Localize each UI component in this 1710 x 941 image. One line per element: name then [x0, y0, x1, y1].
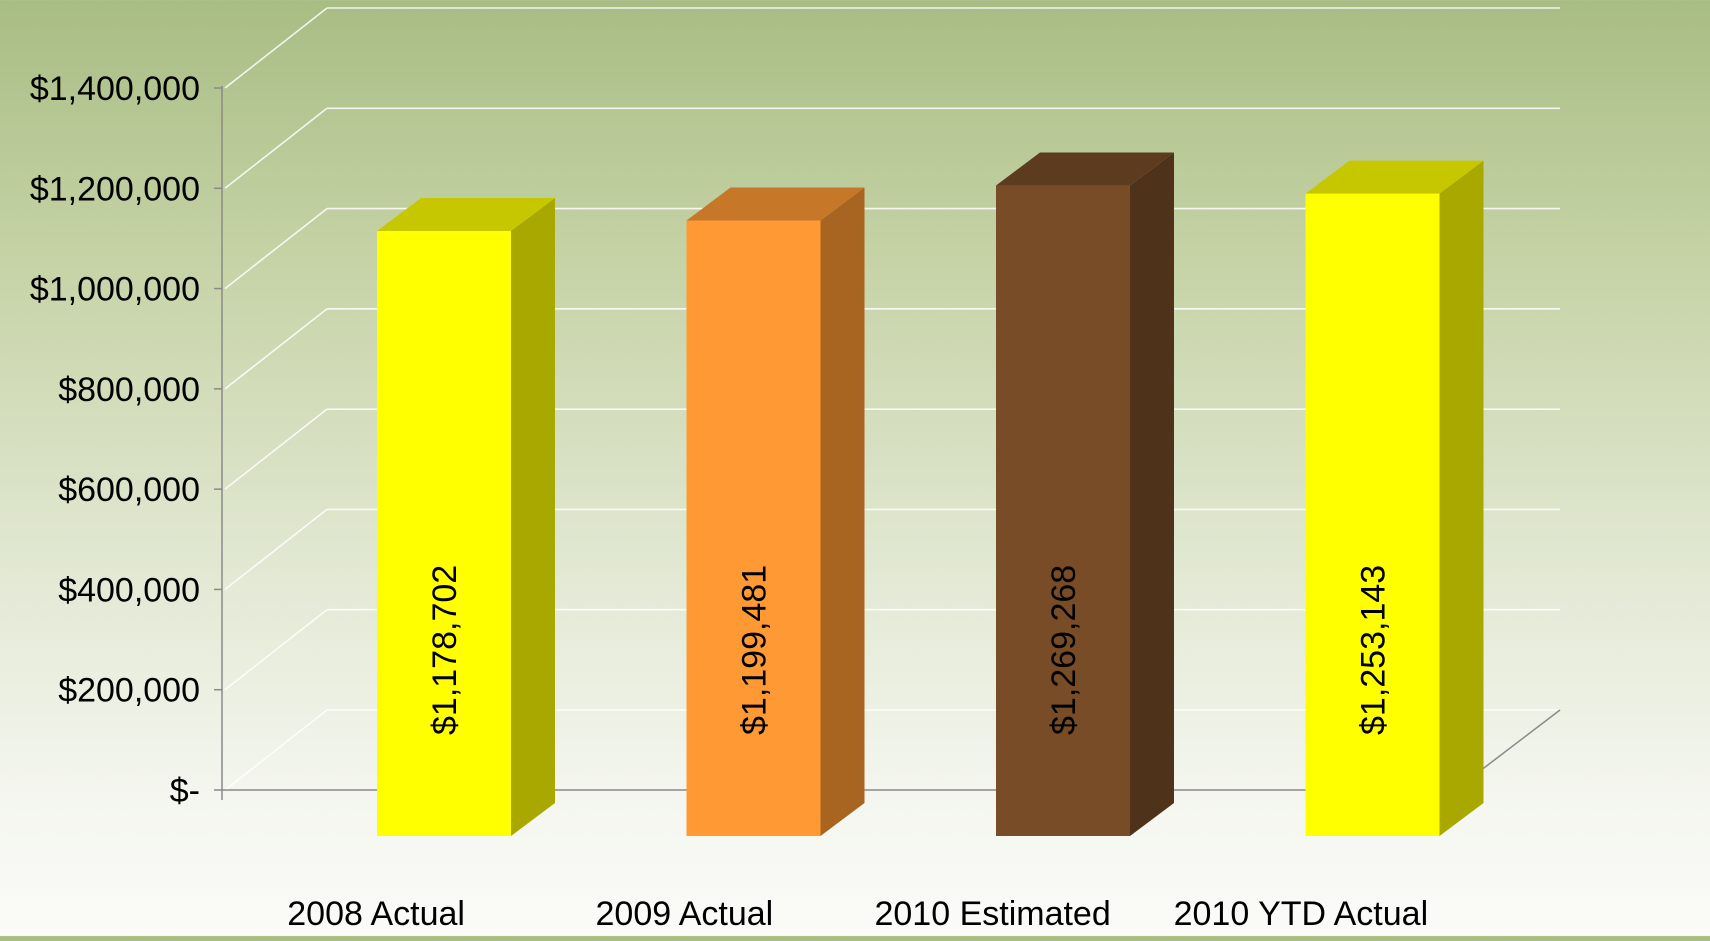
bar-front-face	[686, 220, 821, 836]
y-tick-label: $800,000	[58, 371, 200, 409]
bar-side-face	[1130, 152, 1174, 837]
bar-value-label: $1,199,481	[736, 565, 774, 735]
gridline-side	[224, 609, 328, 691]
bar-top-face	[996, 152, 1174, 186]
bar-front-face	[996, 185, 1130, 837]
bar-side-face	[1439, 160, 1484, 836]
y-tick-label: $600,000	[58, 471, 200, 509]
bar-3	[996, 152, 1174, 837]
y-tick-label: $400,000	[58, 571, 200, 609]
bar-1	[377, 197, 555, 836]
gridline-side	[224, 508, 328, 591]
bar-side-face	[820, 187, 865, 836]
bar-value-label: $1,269,268	[1045, 565, 1083, 735]
bar-side-face	[511, 197, 555, 836]
gridline-side	[224, 107, 328, 189]
y-tick-label: $1,200,000	[30, 170, 200, 208]
y-tick-label: $1,000,000	[30, 271, 200, 309]
bar-front-face	[377, 230, 511, 836]
gridline-side	[224, 7, 328, 89]
gridline-side	[224, 408, 328, 490]
bar-top-face	[686, 187, 865, 221]
gridline-side	[224, 308, 328, 390]
x-tick-label: 2010 YTD Actual	[1174, 895, 1429, 933]
x-tick-label: 2010 Estimated	[874, 895, 1110, 933]
x-tick-label: 2008 Actual	[287, 895, 465, 933]
bar-2	[686, 187, 865, 836]
bar-value-label: $1,178,702	[426, 565, 464, 735]
bar-top-face	[1305, 160, 1484, 194]
x-tick-label: 2009 Actual	[596, 895, 774, 933]
bar-top-face	[377, 197, 555, 231]
gridline-side	[224, 207, 328, 290]
bar-4	[1305, 160, 1484, 836]
gridline-side	[224, 709, 328, 791]
y-tick-label: $-	[170, 772, 200, 810]
bar-value-label: $1,253,143	[1355, 565, 1393, 735]
bar-front-face	[1305, 193, 1440, 836]
y-tick-label: $200,000	[58, 672, 200, 710]
y-tick-label: $1,400,000	[30, 70, 200, 108]
